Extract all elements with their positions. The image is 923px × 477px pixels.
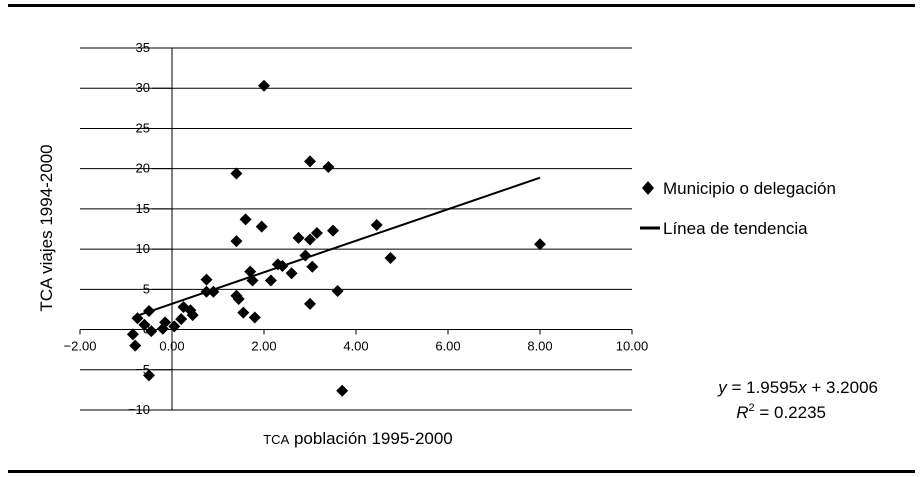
data-point [175,313,188,326]
eq-y: y [717,378,728,397]
y-tick-label: 35 [136,40,150,55]
eq-mid: = 1.9595 [727,378,798,397]
x-tick-label: 2.00 [251,339,276,354]
data-point [264,274,277,287]
eq-x: x [797,378,807,397]
data-point [384,251,397,264]
r2-end: = 0.2235 [755,403,826,422]
data-point [200,285,213,298]
data-point [207,285,220,298]
y-tick-label: 10 [136,241,150,256]
bottom-rule [8,470,915,473]
data-point [246,274,259,287]
r-squared: R2 = 0.2235 [736,402,826,422]
y-tick-label: 25 [136,120,150,135]
x-tick-label: 6.00 [435,339,460,354]
x-axis-title-rest: población 1995-2000 [289,429,453,448]
data-point [292,231,305,244]
y-tick-label: 0 [143,322,150,337]
data-point [304,155,316,168]
data-point [126,328,139,341]
data-point [239,213,252,226]
trend-line [132,176,541,319]
y-axis-title: TCA viajes 1994-2000 [37,144,56,311]
data-point [304,233,316,246]
data-point [331,284,344,297]
y-tick-label: 5 [143,281,150,296]
data-point [322,161,335,174]
data-point [258,79,270,92]
data-point [168,320,181,333]
data-point [336,384,349,397]
x-tick-label: 8.00 [527,339,552,354]
trend-line-group [132,176,541,319]
legend: Municipio o delegación Línea de tendenci… [640,179,836,238]
legend-diamond-icon [642,181,654,195]
data-point [299,249,312,262]
data-point [304,297,316,310]
data-point [370,218,383,231]
data-point [248,311,261,324]
data-point [230,235,243,248]
data-point [131,312,144,325]
data-point [237,306,250,319]
data-point [232,292,245,305]
data-point [306,260,319,273]
data-point [230,167,243,180]
data-point [156,322,169,335]
x-tick-label: 4.00 [343,339,368,354]
data-point [200,273,213,286]
data-point [143,305,155,318]
data-point [143,369,155,382]
x-tick-label: 10.00 [616,339,649,354]
y-tick-label: 20 [136,161,150,176]
data-point [244,265,257,278]
data-point [138,318,151,331]
x-axis-title-prefix: TCA [263,432,289,447]
data-point [276,260,289,273]
legend-label-municipio: Municipio o delegación [663,179,836,198]
data-point [145,325,158,338]
r2-r: R [736,403,748,422]
data-point [285,267,298,280]
y-tick-label: −10 [128,402,150,417]
legend-label-tendencia: Línea de tendencia [663,219,808,238]
data-point [310,227,323,240]
x-tick-label: −2.00 [64,339,97,354]
grid-lines [80,47,632,411]
data-points [126,79,546,397]
r2-sup: 2 [749,402,755,414]
eq-end: + 3.2006 [807,378,878,397]
regression-equation: y = 1.9595x + 3.2006 [717,378,878,397]
x-axis-title: TCA población 1995-2000 [263,429,453,448]
data-point [534,238,546,251]
data-point [255,220,268,233]
data-point [327,224,339,237]
data-point [129,339,142,352]
top-rule [8,4,915,7]
y-tick-label: 15 [136,201,150,216]
data-point [186,309,199,322]
y-tick-label: 30 [136,80,150,95]
regression-annotation: y = 1.9595x + 3.2006 R2 = 0.2235 [717,378,878,422]
x-tick-label: 0.00 [159,339,184,354]
axes [79,47,633,411]
x-tick-labels: −2.00 0.00 2.00 4.00 6.00 8.00 10.00 [64,339,649,354]
